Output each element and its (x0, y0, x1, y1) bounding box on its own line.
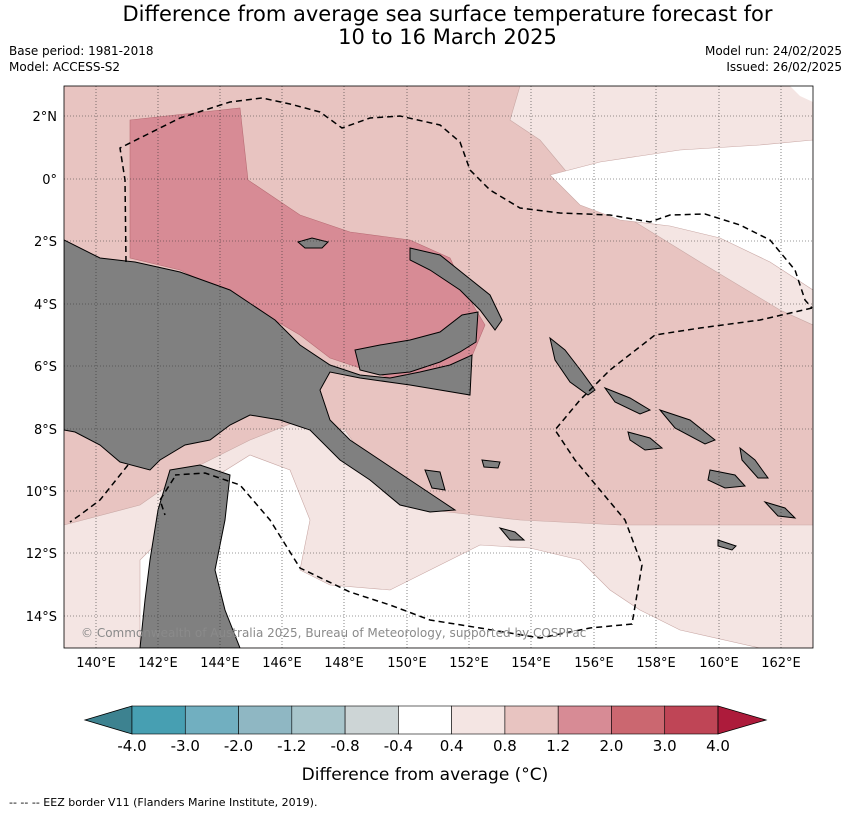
colorbar-tick-label: -0.8 (330, 737, 359, 755)
land-malaita (739, 446, 769, 479)
colorbar-tick-label: -2.0 (224, 737, 253, 755)
base-info: Base period: 1981-2018 Model: ACCESS-S2 (9, 43, 154, 75)
lon-label: 158°E (636, 656, 676, 671)
eez-png-north (119, 97, 813, 309)
colorbar-tick-label: 4.0 (706, 737, 730, 755)
colorbar-title: Difference from average (°C) (302, 765, 549, 785)
colorbar-box (131, 705, 186, 735)
lat-label: 2°S (34, 235, 57, 250)
colorbar-box (611, 705, 666, 735)
colorbar-tick-label: -1.2 (277, 737, 306, 755)
land-santa-isabel (658, 408, 716, 445)
map-area: © Commonwealth of Australia 2025, Bureau… (64, 86, 813, 648)
lat-label: 2°N (33, 110, 58, 125)
latitude-labels: 2°N 0° 2°S 4°S 6°S 8°S 10°S 12°S 14°S (26, 110, 57, 625)
land-manus (296, 237, 329, 249)
model-run: Model run: 24/02/2025 (704, 44, 842, 58)
colorbar-box (504, 705, 559, 735)
issued-date: Issued: 26/02/2025 (726, 60, 842, 74)
colorbar-extend-high (717, 705, 768, 735)
lon-label: 156°E (574, 656, 614, 671)
colorbar-tick-label: 2.0 (600, 737, 624, 755)
lat-label: 12°S (26, 547, 57, 562)
colorbar-box (291, 705, 346, 735)
colorbar-box (238, 705, 293, 735)
colorbar-tick-label: -0.4 (384, 737, 413, 755)
model-name: Model: ACCESS-S2 (9, 60, 121, 74)
lon-label: 142°E (138, 656, 178, 671)
colorbar-box (557, 705, 612, 735)
colorbar-box (451, 705, 506, 735)
lat-label: 4°S (34, 298, 57, 313)
eez-torres-strait (69, 464, 129, 523)
lon-label: 144°E (200, 656, 240, 671)
lon-label: 150°E (387, 656, 427, 671)
land-choiseul (603, 386, 652, 415)
land-new-georgia (627, 431, 664, 451)
lat-label: 10°S (26, 485, 57, 500)
eez-borders (69, 97, 813, 639)
colorbar-tick-label: 1.2 (546, 737, 570, 755)
anomaly-field-neutral-south (139, 454, 761, 648)
chart-title: Difference from average sea surface temp… (0, 3, 850, 49)
colorbar-box (344, 705, 399, 735)
anomaly-field-neutral-corner (790, 86, 813, 102)
lon-label: 154°E (511, 656, 551, 671)
colorbar-box (664, 705, 719, 735)
colorbar-tick-label: -4.0 (117, 737, 146, 755)
land-new-guinea (64, 239, 473, 513)
land-new-ireland (409, 247, 503, 331)
land-rossel (498, 527, 526, 541)
longitude-labels: 140°E 142°E 144°E 146°E 148°E 150°E 152°E 154°E… (76, 656, 801, 671)
colorbar-box (398, 705, 452, 735)
colorbar-ticks: -4.0 -3.0 -2.0 -1.2 -0.8 -0.4 0.4 0.8 1.2 2.0 3.0 4… (117, 737, 730, 755)
lon-label: 152°E (449, 656, 489, 671)
colorbar (83, 705, 768, 735)
land-trobriand (481, 459, 501, 469)
lon-label: 162°E (761, 656, 801, 671)
lon-label: 146°E (262, 656, 302, 671)
anomaly-field-neutral-north (549, 139, 813, 291)
map-frame (63, 85, 814, 649)
land-dentrecasteaux (424, 469, 446, 491)
land-rennell (717, 539, 737, 551)
land-makira (763, 500, 797, 519)
lat-label: 14°S (26, 610, 57, 625)
land-guadalcanal (707, 469, 747, 489)
lon-label: 160°E (699, 656, 739, 671)
gridlines (64, 86, 813, 648)
eez-legend: -- -- -- EEZ border V11 (Flanders Marine… (9, 796, 318, 809)
lon-label: 140°E (76, 656, 116, 671)
copyright-text: © Commonwealth of Australia 2025, Bureau… (81, 626, 586, 640)
title-line-2: 10 to 16 March 2025 (338, 25, 557, 49)
lat-label: 8°S (34, 423, 57, 438)
lon-label: 148°E (324, 656, 364, 671)
lat-label: 6°S (34, 360, 57, 375)
land-cape-york (139, 464, 241, 648)
land-new-britain (354, 311, 479, 376)
lat-label: 0° (42, 173, 57, 188)
base-period: Base period: 1981-2018 (9, 44, 154, 58)
colorbar-box (184, 705, 239, 735)
run-info: Model run: 24/02/2025 Issued: 26/02/2025 (705, 43, 842, 75)
colorbar-extend-low (83, 705, 133, 735)
colorbar-tick-label: 3.0 (653, 737, 677, 755)
colorbar-tick-label: 0.8 (493, 737, 517, 755)
colorbar-tick-label: -3.0 (171, 737, 200, 755)
land-bougainville (549, 336, 596, 396)
colorbar-tick-label: 0.4 (440, 737, 464, 755)
eez-png-south (174, 307, 813, 639)
title-line-1: Difference from average sea surface temp… (122, 2, 773, 26)
